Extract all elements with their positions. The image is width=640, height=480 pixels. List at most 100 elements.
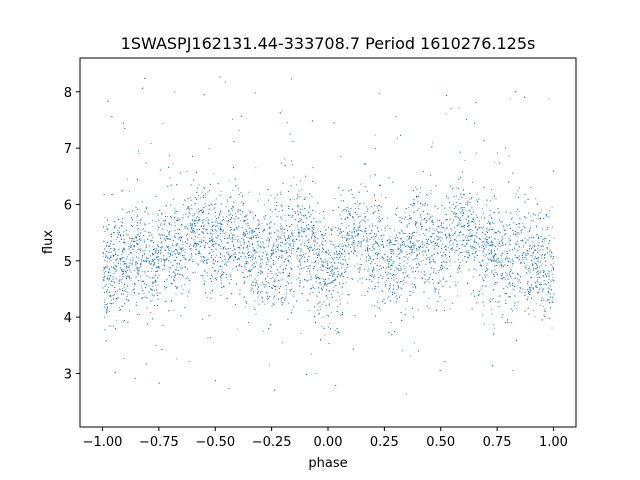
data-point — [324, 226, 326, 227]
data-point — [517, 190, 519, 192]
data-point — [469, 232, 471, 234]
data-point — [117, 233, 119, 235]
data-point — [267, 297, 269, 299]
data-point — [221, 269, 223, 270]
data-point — [395, 214, 396, 215]
data-point — [536, 258, 538, 260]
data-point — [184, 284, 186, 286]
data-point — [132, 258, 134, 260]
data-point — [228, 214, 230, 216]
data-point — [532, 309, 534, 311]
data-point — [188, 223, 190, 225]
data-point — [263, 283, 264, 285]
data-point — [389, 283, 391, 285]
data-point — [460, 217, 461, 219]
data-point — [489, 300, 490, 302]
data-point — [373, 259, 374, 260]
data-point — [216, 231, 218, 233]
data-point — [252, 259, 253, 260]
data-point — [382, 291, 383, 293]
data-point — [268, 260, 270, 262]
data-point — [538, 250, 540, 252]
data-point — [377, 217, 379, 219]
data-point — [443, 277, 445, 279]
data-point — [192, 225, 194, 227]
data-point — [293, 199, 295, 201]
data-point — [194, 246, 196, 248]
data-point — [215, 221, 216, 223]
data-point — [530, 245, 532, 247]
data-point — [326, 314, 328, 316]
data-point — [458, 254, 460, 256]
data-point — [186, 276, 188, 278]
data-point — [497, 238, 499, 240]
data-point — [548, 270, 550, 272]
data-point — [526, 254, 528, 256]
data-point — [530, 237, 532, 239]
data-point — [277, 243, 279, 245]
data-point — [298, 239, 300, 241]
data-point — [373, 237, 375, 239]
data-point — [110, 260, 112, 261]
data-point — [235, 218, 237, 220]
data-point — [483, 255, 485, 256]
data-point — [463, 212, 464, 213]
data-point — [176, 269, 178, 271]
data-point — [441, 263, 443, 265]
data-point — [551, 252, 553, 254]
data-point — [302, 241, 304, 243]
data-point — [431, 241, 433, 243]
data-point — [196, 222, 198, 224]
data-point — [494, 245, 496, 247]
data-point — [203, 219, 205, 221]
data-point — [192, 232, 194, 234]
data-point — [409, 217, 410, 219]
data-point — [174, 252, 176, 254]
data-point — [125, 233, 127, 235]
data-point — [112, 303, 114, 304]
data-point — [238, 218, 240, 220]
data-point — [432, 258, 434, 260]
data-point — [541, 263, 543, 265]
data-point — [432, 283, 434, 284]
data-point — [311, 262, 313, 264]
data-point — [498, 244, 499, 246]
data-point — [501, 265, 502, 267]
data-point — [229, 247, 231, 249]
data-point — [416, 232, 418, 234]
data-point — [518, 197, 520, 198]
data-point — [539, 304, 541, 306]
data-point — [123, 271, 124, 272]
data-point — [257, 296, 259, 298]
data-point — [522, 222, 524, 224]
data-point — [470, 198, 472, 200]
data-point — [224, 246, 225, 248]
data-point — [420, 187, 421, 189]
data-point — [306, 244, 308, 246]
data-point — [407, 219, 409, 221]
data-point — [428, 308, 430, 309]
data-point — [336, 254, 338, 256]
data-point — [325, 229, 327, 231]
data-point — [245, 256, 247, 258]
data-point — [505, 224, 507, 226]
data-point — [415, 225, 417, 227]
data-point — [150, 270, 152, 272]
data-point — [279, 288, 280, 289]
data-point — [126, 256, 128, 258]
data-point — [460, 262, 462, 263]
data-point — [148, 285, 150, 287]
data-point — [433, 246, 435, 248]
data-point — [405, 393, 407, 395]
data-point — [108, 310, 110, 312]
data-point — [242, 234, 244, 235]
data-point — [409, 246, 410, 248]
data-point — [422, 254, 424, 256]
data-point — [315, 275, 316, 277]
data-point — [442, 238, 444, 240]
data-point — [550, 293, 551, 295]
data-point — [289, 255, 290, 256]
data-point — [126, 178, 128, 180]
data-point — [160, 253, 161, 255]
data-point — [286, 258, 288, 259]
